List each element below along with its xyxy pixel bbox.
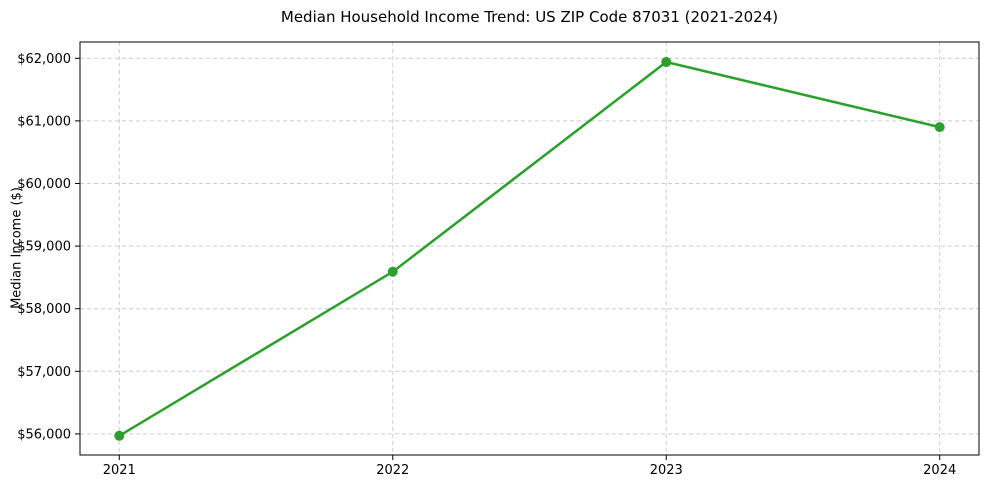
x-tick-label: 2022 <box>376 463 409 478</box>
x-tick-label: 2023 <box>650 463 683 478</box>
axes-spines <box>79 41 980 456</box>
data-point-2022 <box>387 266 398 277</box>
y-tick-label: $56,000 <box>17 427 71 442</box>
y-axis-label: Median Income ($) <box>9 187 25 309</box>
y-tick-label: $57,000 <box>17 365 71 380</box>
y-tick-label: $58,000 <box>17 302 71 317</box>
data-point-2023 <box>661 57 672 68</box>
y-tick-label: $60,000 <box>17 177 71 192</box>
y-tick-label: $62,000 <box>17 52 71 67</box>
data-point-2021 <box>114 430 125 441</box>
chart-title: Median Household Income Trend: US ZIP Co… <box>280 8 779 26</box>
x-tick-label: 2021 <box>103 463 136 478</box>
trend-line <box>118 60 941 438</box>
y-tick-label: $59,000 <box>17 240 71 255</box>
data-point-2024 <box>934 122 945 133</box>
x-tick-label: 2024 <box>923 463 956 478</box>
y-tick-label: $61,000 <box>17 114 71 129</box>
